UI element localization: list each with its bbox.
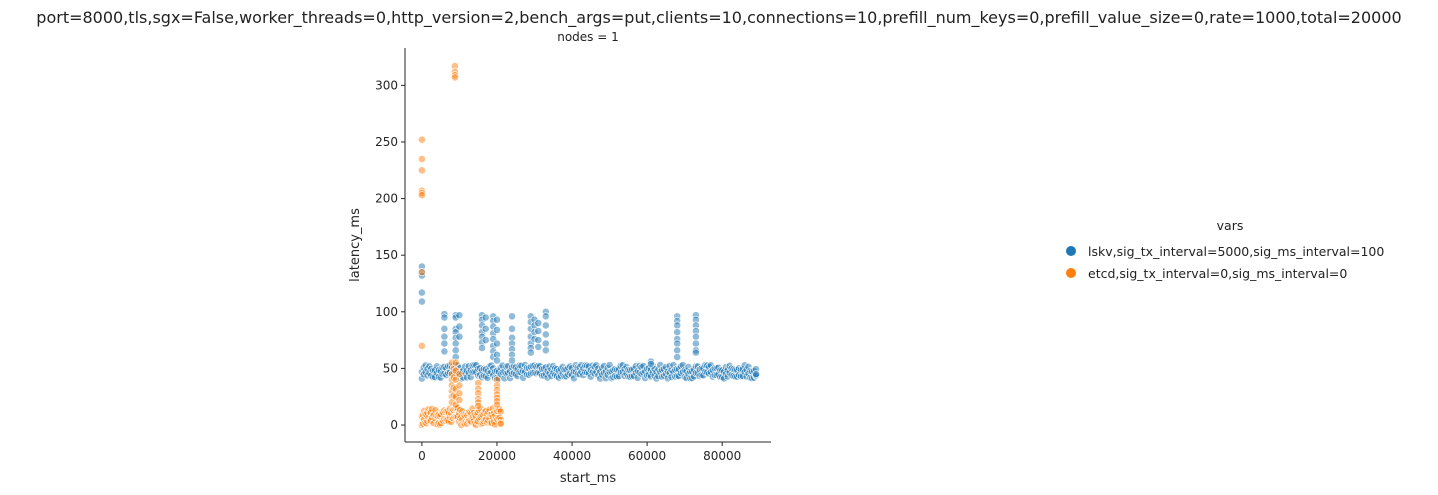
scatter-point xyxy=(440,313,449,322)
scatter-point xyxy=(508,356,516,365)
scatter-point xyxy=(417,135,426,144)
series-1 xyxy=(417,62,505,429)
scatter-point xyxy=(478,344,486,352)
scatter-point xyxy=(417,341,426,350)
scatter-point xyxy=(692,348,700,357)
legend-label-lskv: lskv,sig_tx_interval=5000,sig_ms_interva… xyxy=(1088,243,1385,259)
scatter-point xyxy=(673,346,682,355)
scatter-point xyxy=(541,330,550,339)
scatter-point xyxy=(455,332,464,341)
scatter-point xyxy=(417,155,426,163)
scatter-point xyxy=(455,381,464,390)
scatter-point xyxy=(692,332,700,341)
scatter-point xyxy=(508,324,516,333)
scatter-point xyxy=(474,401,483,410)
scatter-point xyxy=(455,311,464,320)
scatter-point xyxy=(534,327,543,335)
legend-item-etcd: etcd,sig_tx_interval=0,sig_ms_interval=0 xyxy=(1060,262,1400,284)
scatter-point xyxy=(455,389,464,398)
facet-title: nodes = 1 xyxy=(557,30,619,44)
scatter-point xyxy=(451,339,460,348)
axes: 0 20000 40000 60000 80000 0 50 100 150 200 250 300 xyxy=(375,48,771,463)
x-tick-label: 40000 xyxy=(553,449,591,463)
scatter-point xyxy=(417,166,426,175)
y-tick-label: 150 xyxy=(375,248,398,262)
scatter-point xyxy=(541,312,550,321)
scatter-point xyxy=(496,419,505,428)
figure-title: port=8000,tls,sgx=False,worker_threads=0… xyxy=(36,8,1402,27)
scatter-point xyxy=(440,347,449,356)
scatter-point xyxy=(440,332,449,341)
scatter-point xyxy=(451,346,460,355)
scatter-point xyxy=(493,325,501,334)
scatter-point xyxy=(451,358,460,367)
scatter-point xyxy=(455,322,464,331)
scatter-point xyxy=(440,339,449,348)
plot-area xyxy=(417,62,760,429)
legend: vars lskv,sig_tx_interval=5000,sig_ms_in… xyxy=(1060,218,1400,284)
y-tick-label: 300 xyxy=(375,78,398,92)
scatter-point xyxy=(541,346,550,355)
scatter-point xyxy=(455,396,464,404)
scatter-point xyxy=(417,288,426,297)
x-tick-label: 60000 xyxy=(628,449,666,463)
scatter-point xyxy=(647,359,655,368)
scatter-point xyxy=(692,339,700,348)
scatter-point xyxy=(534,319,543,327)
scatter-point xyxy=(534,342,543,351)
legend-item-lskv: lskv,sig_tx_interval=5000,sig_ms_interva… xyxy=(1060,240,1400,262)
scatter-point xyxy=(673,321,682,330)
scatter-point xyxy=(541,339,550,348)
y-tick-label: 50 xyxy=(383,361,398,375)
scatter-point xyxy=(541,321,550,330)
scatter-point xyxy=(508,312,516,321)
scatter-point xyxy=(673,339,682,348)
scatter-point xyxy=(673,353,682,361)
x-axis-label: start_ms xyxy=(560,471,616,486)
scatter-point xyxy=(451,375,460,384)
scatter-point xyxy=(493,315,501,324)
scatter-point xyxy=(417,268,426,277)
legend-marker-lskv xyxy=(1066,246,1076,256)
legend-label-etcd: etcd,sig_tx_interval=0,sig_ms_interval=0 xyxy=(1088,265,1348,281)
y-tick-label: 0 xyxy=(390,418,398,432)
scatter-point xyxy=(481,313,490,322)
y-axis-label: latency_ms xyxy=(348,208,363,282)
x-tick-label: 20000 xyxy=(478,449,516,463)
legend-marker-etcd xyxy=(1066,268,1076,278)
scatter-point xyxy=(493,400,501,409)
scatter-point xyxy=(752,370,760,378)
scatter-point xyxy=(493,356,501,365)
x-tick-label: 80000 xyxy=(703,449,741,463)
scatter-point xyxy=(526,348,535,357)
y-tick-label: 250 xyxy=(375,135,398,149)
scatter-point xyxy=(450,73,459,82)
scatter-point xyxy=(481,336,490,344)
scatter-point xyxy=(496,407,505,416)
scatter-point xyxy=(534,336,543,344)
y-tick-label: 200 xyxy=(375,192,398,206)
scatter-point xyxy=(440,324,449,333)
scatter-point xyxy=(417,191,426,200)
scatter-point xyxy=(481,324,490,333)
scatter-point xyxy=(455,370,464,378)
legend-title: vars xyxy=(1216,218,1244,233)
scatter-point xyxy=(417,297,426,306)
series-0 xyxy=(417,262,760,383)
scatter-point xyxy=(673,328,682,337)
y-tick-label: 100 xyxy=(375,305,398,319)
scatter-point xyxy=(493,339,501,348)
x-tick-label: 0 xyxy=(418,449,426,463)
